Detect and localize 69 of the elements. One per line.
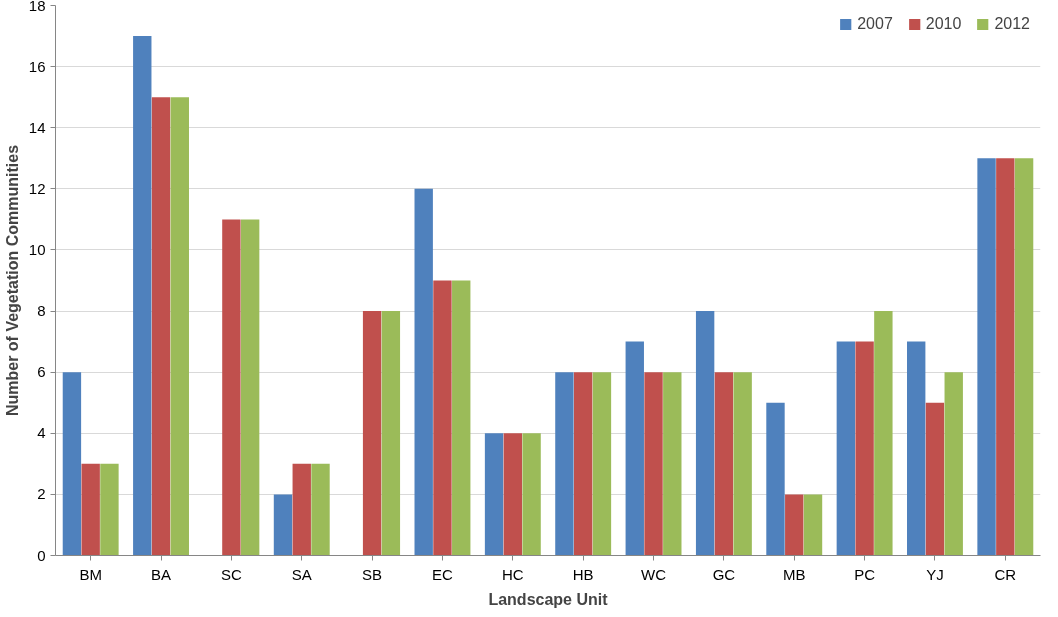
bar — [170, 97, 189, 556]
bar — [503, 433, 523, 556]
bar — [855, 341, 874, 556]
x-tick-label: SC — [220, 565, 242, 583]
x-tick-label: HC — [501, 565, 524, 583]
bar — [733, 372, 752, 556]
x-tick-label: BA — [151, 565, 172, 583]
bar — [555, 372, 574, 556]
bar — [484, 433, 504, 556]
y-tick-label: 14 — [28, 118, 46, 136]
x-tick-label: EC — [432, 565, 454, 583]
bar — [766, 402, 785, 556]
bar — [133, 36, 152, 556]
bar — [414, 188, 433, 556]
x-tick-label: BM — [79, 565, 102, 583]
bar — [273, 494, 293, 556]
y-tick-label: 2 — [37, 485, 46, 503]
bar — [81, 463, 100, 556]
bar — [977, 158, 996, 556]
x-tick-label: WC — [641, 565, 667, 583]
bar — [362, 311, 382, 556]
bar — [573, 372, 593, 556]
bar — [907, 341, 926, 556]
bar — [100, 463, 119, 556]
bar — [836, 341, 856, 556]
x-tick-label: SA — [291, 565, 312, 583]
x-tick-label: CR — [994, 565, 1017, 583]
bar — [433, 280, 452, 556]
bar — [62, 372, 82, 556]
bar — [996, 158, 1015, 556]
bar — [292, 463, 311, 556]
bar — [714, 372, 734, 556]
x-tick-label: SB — [362, 565, 383, 583]
bar — [803, 494, 823, 556]
bar — [925, 402, 945, 556]
bar — [311, 463, 330, 556]
y-tick-label: 18 — [28, 0, 46, 14]
legend-label: 2007 — [857, 15, 893, 33]
y-tick-label: 16 — [28, 57, 46, 75]
bar — [592, 372, 612, 556]
bar — [522, 433, 541, 556]
bar — [1014, 158, 1034, 556]
y-tick-label: 6 — [37, 363, 46, 381]
legend-label: 2010 — [925, 15, 962, 33]
y-tick-label: 4 — [37, 424, 46, 442]
bar — [222, 219, 241, 556]
x-axis-title: Landscape Unit — [488, 590, 609, 608]
y-tick-label: 0 — [37, 546, 46, 564]
y-tick-label: 10 — [28, 240, 46, 258]
bar — [695, 311, 715, 556]
bar — [785, 494, 804, 556]
x-tick-label: GC — [712, 565, 736, 583]
bar — [240, 219, 260, 556]
y-axis-title: Number of Vegetation Communities — [3, 144, 21, 417]
bar — [644, 372, 663, 556]
bar — [944, 372, 963, 556]
bar — [625, 341, 644, 556]
bar — [663, 372, 682, 556]
bar — [381, 311, 401, 556]
x-tick-label: MB — [783, 565, 806, 583]
bar — [151, 97, 171, 556]
bar — [452, 280, 471, 556]
x-tick-label: YJ — [926, 565, 944, 583]
x-tick-label: HB — [572, 565, 594, 583]
y-tick-label: 12 — [28, 179, 46, 197]
legend-label: 2012 — [994, 15, 1030, 33]
y-tick-label: 8 — [37, 302, 46, 320]
bar — [874, 311, 893, 556]
x-tick-label: PC — [854, 565, 876, 583]
